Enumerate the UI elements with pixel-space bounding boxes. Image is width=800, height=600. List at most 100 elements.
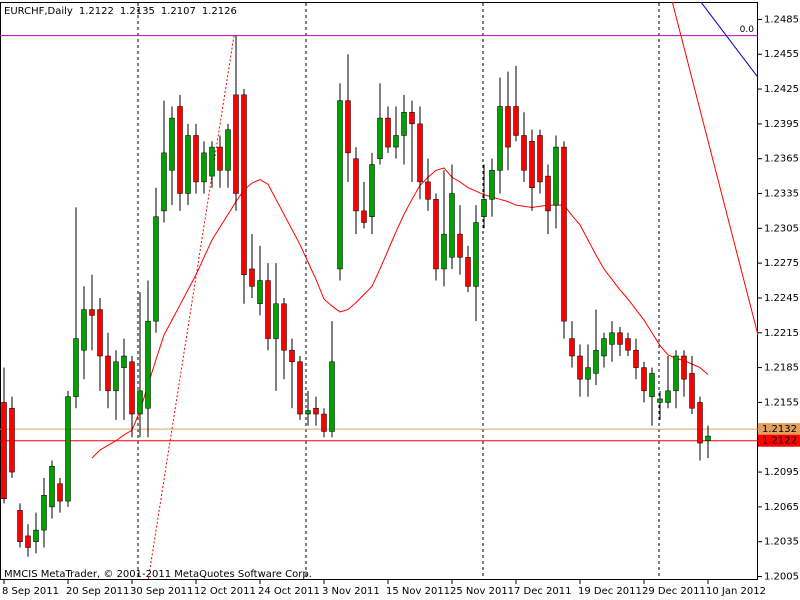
candle-body: [337, 100, 343, 270]
candle-body: [305, 410, 311, 415]
candle-body: [689, 373, 695, 409]
candle-body: [345, 100, 351, 154]
period-separators: [137, 3, 660, 580]
header: EURCHF,Daily 1.2122 1.2135 1.2107 1.2126: [4, 6, 237, 17]
candle-body: [681, 355, 687, 380]
candle-body: [225, 129, 231, 171]
candle-body: [105, 355, 111, 392]
candle-body: [697, 402, 703, 444]
candle-body: [393, 135, 399, 148]
trendline: [671, 2, 758, 336]
x-tick-label: 7 Dec 2011: [514, 586, 572, 597]
trendline: [700, 2, 758, 78]
candle-body: [417, 123, 423, 183]
candle-body: [361, 210, 367, 223]
axes: 1.20051.20351.20651.20951.21251.21551.21…: [2, 14, 800, 597]
x-tick-label: 8 Sep 2011: [2, 586, 59, 597]
candle-body: [601, 338, 607, 357]
candle-body: [33, 529, 39, 542]
candle-body: [17, 510, 23, 542]
candle-body: [441, 233, 447, 270]
candle-body: [273, 303, 279, 339]
x-tick-label: 24 Oct 2011: [258, 586, 320, 597]
y-tick-label: 1.2485: [764, 14, 799, 25]
high-price: 1.2135: [120, 6, 155, 17]
candle-body: [257, 280, 263, 305]
candle-body: [177, 106, 183, 194]
x-tick-label: 19 Dec 2011: [578, 586, 642, 597]
candle-body: [289, 349, 295, 363]
candle-body: [153, 216, 159, 322]
candle-body: [385, 117, 391, 148]
candle-body: [25, 535, 31, 548]
candle-body: [537, 135, 543, 183]
y-tick-label: 1.2395: [764, 119, 799, 130]
candle-body: [241, 94, 247, 276]
candle-body: [577, 355, 583, 380]
candle-body: [617, 332, 623, 345]
candle-body: [161, 152, 167, 212]
candle-body: [209, 146, 215, 177]
y-tick-label: 1.2425: [764, 84, 799, 95]
candle-body: [265, 280, 271, 339]
candle-body: [249, 268, 255, 287]
candle-body: [129, 361, 135, 415]
price-tag: [758, 434, 800, 447]
x-tick-label: 12 Oct 2011: [194, 586, 256, 597]
x-tick-label: 29 Dec 2011: [642, 586, 706, 597]
y-tick-label: 1.2335: [764, 189, 799, 200]
candle-body: [321, 413, 327, 432]
candle-body: [281, 303, 287, 351]
candle-body: [193, 135, 199, 183]
close-price: 1.2126: [202, 6, 237, 17]
candle-body: [433, 199, 439, 270]
candle-body: [81, 309, 87, 351]
candle-body: [89, 309, 95, 316]
candle-body: [545, 175, 551, 212]
candle-body: [49, 466, 55, 508]
y-tick-label: 1.2185: [764, 363, 799, 374]
x-tick-label: 20 Sep 2011: [66, 586, 129, 597]
candle-body: [113, 361, 119, 392]
price-tag-label: 1.2122: [762, 436, 797, 447]
candle-body: [633, 349, 639, 368]
candle-body: [169, 117, 175, 171]
candle-body: [489, 170, 495, 200]
symbol: EURCHF,Daily: [4, 6, 73, 17]
candle-body: [505, 106, 511, 148]
price-tag: [758, 423, 800, 436]
candle-body: [369, 164, 375, 217]
open-price: 1.2122: [79, 6, 114, 17]
candle-body: [377, 117, 383, 159]
candle-body: [497, 106, 503, 171]
x-tick-label: 15 Nov 2011: [386, 586, 450, 597]
candle-body: [705, 435, 711, 441]
plot-frame: [0, 2, 758, 580]
trendline: [147, 35, 235, 580]
candle-body: [649, 373, 655, 397]
y-tick-label: 1.2365: [764, 154, 799, 165]
y-tick-label: 1.2005: [764, 572, 799, 583]
y-tick-label: 1.2305: [764, 223, 799, 234]
y-tick-label: 1.2245: [764, 293, 799, 304]
candle-body: [625, 338, 631, 351]
candle-body: [329, 361, 335, 432]
x-tick-label: 10 Jan 2012: [706, 586, 766, 597]
x-tick-label: 3 Nov 2011: [322, 586, 380, 597]
y-tick-label: 1.2275: [764, 258, 799, 269]
candle-body: [313, 407, 319, 415]
candle-body: [641, 367, 647, 392]
price-tag-label: 1.2132: [762, 424, 797, 435]
candle-body: [217, 146, 223, 171]
footer: MMCIS MetaTrader, © 2001-2011 MetaQuotes…: [4, 569, 312, 580]
candle-body: [137, 390, 143, 415]
candle-body: [481, 199, 487, 217]
candle-body: [473, 222, 479, 287]
level-label: 0.0: [740, 25, 755, 35]
candle-body: [449, 193, 455, 258]
y-tick-label: 1.2155: [764, 397, 799, 408]
candle-body: [297, 361, 303, 415]
y-tick-label: 1.2455: [764, 49, 799, 60]
